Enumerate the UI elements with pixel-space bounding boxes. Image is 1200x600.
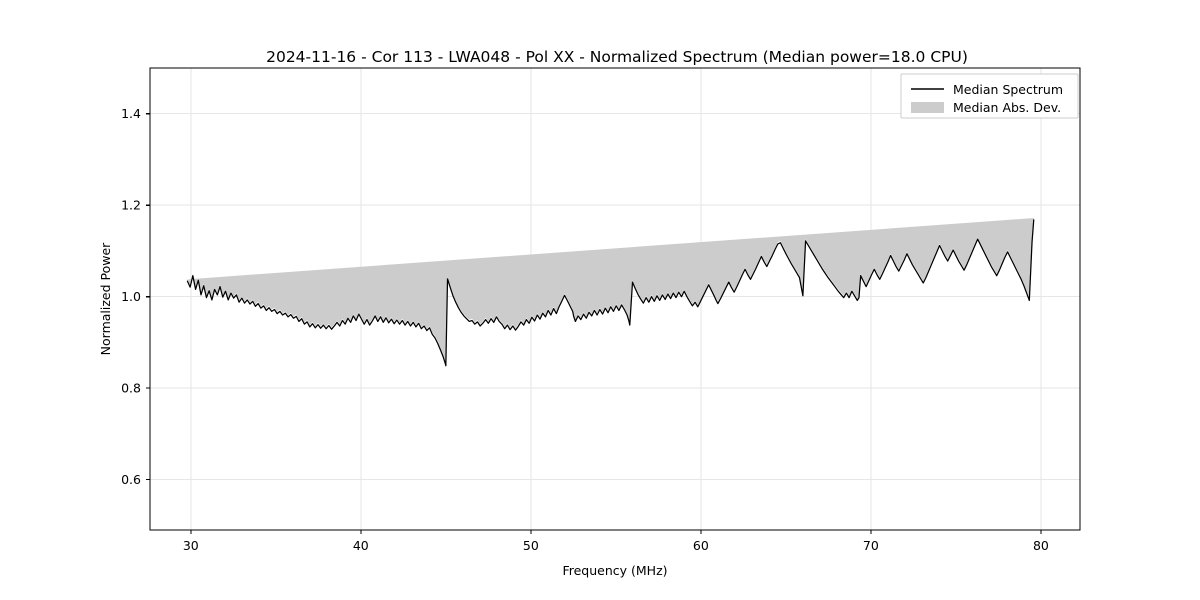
legend-label-median-abs-dev: Median Abs. Dev. xyxy=(953,100,1061,115)
x-tick-label: 30 xyxy=(183,538,199,553)
legend-patch-swatch xyxy=(911,102,944,113)
x-tick-label: 80 xyxy=(1033,538,1049,553)
x-axis-label: Frequency (MHz) xyxy=(562,563,667,578)
x-tick-label: 40 xyxy=(353,538,369,553)
mad-band-path xyxy=(187,218,1034,364)
chart-title: 2024-11-16 - Cor 113 - LWA048 - Pol XX -… xyxy=(266,48,968,66)
x-tick-label: 60 xyxy=(693,538,709,553)
y-axis-label: Normalized Power xyxy=(98,242,113,356)
median-spectrum-line xyxy=(186,219,1035,367)
y-axis-tick-labels: 0.6 0.8 1.0 1.2 1.4 xyxy=(121,106,141,487)
plot-frame xyxy=(149,67,1081,531)
y-gridlines xyxy=(150,113,1080,481)
y-tick-label: 1.0 xyxy=(121,289,141,304)
legend-label-median-spectrum: Median Spectrum xyxy=(953,82,1063,97)
y-tick-label: 1.2 xyxy=(121,198,141,213)
x-axis-tick-labels: 30 40 50 60 70 80 xyxy=(183,538,1049,553)
x-tick-label: 70 xyxy=(863,538,879,553)
mad-band-area xyxy=(187,218,1034,364)
y-axis-ticks xyxy=(146,113,150,481)
y-tick-label: 1.4 xyxy=(121,106,141,121)
legend-frame xyxy=(900,73,1079,119)
y-tick-label: 0.8 xyxy=(121,381,141,396)
chart-legend[interactable]: Median Spectrum Median Abs. Dev. xyxy=(900,73,1079,119)
x-tick-label: 50 xyxy=(523,538,539,553)
median-spectrum-path xyxy=(186,219,1035,367)
x-axis-ticks xyxy=(190,530,1042,534)
y-tick-label: 0.6 xyxy=(121,472,141,487)
